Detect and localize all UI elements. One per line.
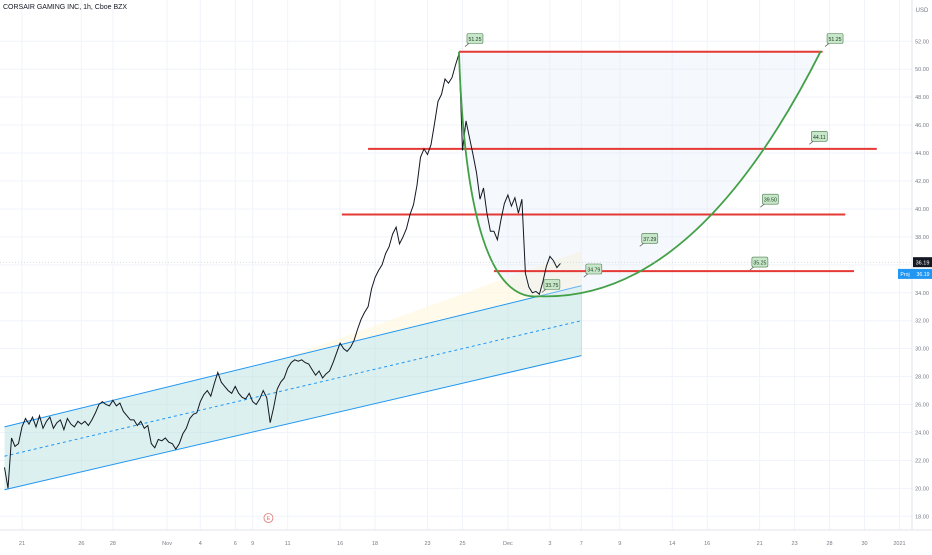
projection-bg [898, 268, 932, 279]
x-tick-label: 14 [669, 541, 675, 547]
y-tick-label: 30.00 [915, 347, 929, 353]
cup-curve[interactable] [458, 50, 822, 298]
price-note-6[interactable]: 35.25 [749, 256, 769, 271]
price-note-7[interactable]: 34.79 [583, 263, 603, 278]
price-note-box [762, 193, 779, 205]
cup-curve-left[interactable] [458, 51, 540, 298]
x-tick-label: 28 [110, 541, 116, 547]
cup-shade [458, 51, 821, 297]
price-note-5[interactable]: 37.29 [639, 232, 659, 247]
y-tick-label: 26.00 [915, 403, 929, 409]
event-marker-circle [263, 513, 274, 523]
x-tick-label: 7 [580, 541, 583, 547]
price-note-1[interactable]: 51.25 [464, 33, 484, 47]
price-note-label: 51.25 [468, 37, 481, 43]
price-note-label: 35.25 [753, 261, 766, 267]
x-tick-label: 28 [826, 541, 832, 547]
price-note-label: 51.25 [829, 37, 842, 43]
channel-fill [4, 285, 582, 490]
event-marker-label: E [267, 516, 271, 522]
x-tick-label: 9 [618, 541, 621, 547]
x-tick-label: 23 [424, 541, 430, 547]
channel-middle-line[interactable] [4, 320, 582, 457]
price-note-label: 37.29 [643, 237, 656, 243]
price-note-4[interactable]: 39.50 [760, 193, 779, 208]
y-tick-label: 24.00 [915, 430, 929, 436]
last-price-value: 36.19 [916, 260, 930, 266]
price-note-8[interactable]: 33.75 [541, 279, 561, 293]
y-tick-label: 22.00 [915, 458, 929, 464]
channel-lower-line[interactable] [4, 355, 582, 491]
x-tick-label: 23 [792, 541, 798, 547]
resistance-lines[interactable] [341, 50, 877, 273]
y-tick-label: 32.00 [915, 319, 929, 325]
price-note-box [543, 279, 561, 290]
x-tick-label: 18 [372, 541, 378, 547]
x-tick-label: 6 [234, 541, 237, 547]
x-tick-label: 21 [19, 541, 25, 547]
y-tick-label: 50.00 [915, 67, 929, 73]
last-price-badge[interactable]: 36.19 [913, 257, 932, 268]
price-note-label: 34.79 [587, 268, 600, 274]
y-tick-label: 52.00 [915, 39, 929, 45]
x-tick-label: 2021 [893, 541, 905, 547]
y-tick-label: 46.00 [915, 123, 929, 129]
event-marker[interactable]: E [263, 513, 274, 523]
cup-fill [458, 51, 821, 297]
x-tick-label: 21 [757, 541, 763, 547]
y-tick-label: 42.00 [915, 179, 929, 185]
price-note-label: 39.50 [764, 198, 777, 204]
price-note-box [811, 130, 828, 142]
y-tick-label: 44.00 [915, 151, 929, 157]
price-note-3[interactable]: 44.11 [809, 130, 828, 145]
y-tick-label: 28.00 [915, 375, 929, 381]
cup-curve-right[interactable] [539, 50, 822, 298]
regression-channel[interactable] [4, 250, 582, 491]
y-tick-label: 40.00 [915, 207, 929, 213]
x-tick-label: 4 [199, 541, 202, 547]
y-tick-label: 18.00 [915, 514, 929, 520]
price-note-box [826, 33, 844, 44]
projection-value: 36.19 [917, 272, 930, 278]
price-series [4, 53, 561, 489]
price-note-label: 44.11 [813, 135, 826, 141]
x-tick-label: Nov [162, 541, 172, 547]
projection-label: Proj [900, 272, 909, 278]
projection-badge[interactable]: Proj 36.19 [898, 268, 932, 279]
price-note-box [641, 232, 659, 244]
chart-title: CORSAIR GAMING INC, 1h, Cboe BZX [3, 4, 128, 11]
price-note-label: 33.75 [545, 283, 558, 289]
price-note-2[interactable]: 51.25 [824, 33, 844, 47]
x-tick-label: Dec [503, 541, 513, 547]
annotations[interactable]: 51.25 51.25 44.11 39.50 37.29 35.25 34.79 33.75 [464, 33, 844, 293]
currency-label: USD [916, 8, 929, 14]
price-line [4, 53, 561, 489]
last-price-bg [913, 257, 932, 268]
x-tick-label: 3 [548, 541, 551, 547]
y-tick-label: 48.00 [915, 95, 929, 101]
x-tick-label: 9 [251, 541, 254, 547]
x-tick-label: 26 [78, 541, 84, 547]
y-tick-label: 38.00 [915, 235, 929, 241]
channel-extension-fill [284, 250, 582, 359]
y-tick-label: 20.00 [915, 486, 929, 492]
x-tick-label: 25 [459, 541, 465, 547]
price-note-box [585, 263, 603, 275]
x-tick-label: 30 [861, 541, 867, 547]
x-tick-label: 11 [285, 541, 291, 547]
x-tick-label: 16 [704, 541, 710, 547]
x-tick-label: 16 [337, 541, 343, 547]
y-tick-label: 34.00 [915, 291, 929, 297]
price-note-box [466, 33, 484, 44]
